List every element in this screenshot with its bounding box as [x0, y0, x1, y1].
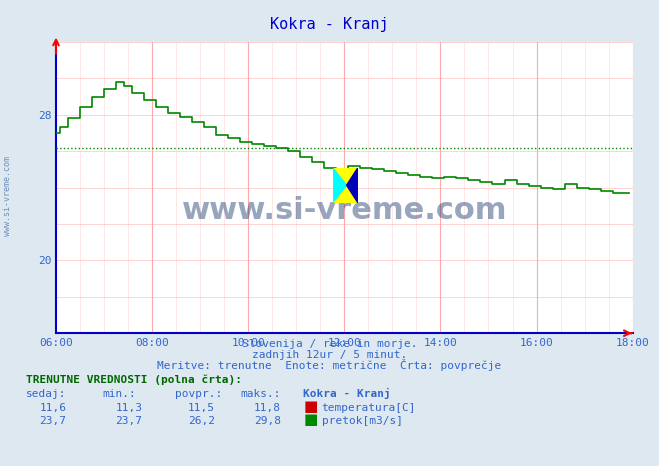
Text: TRENUTNE VREDNOSTI (polna črta):: TRENUTNE VREDNOSTI (polna črta):	[26, 375, 243, 385]
Text: 23,7: 23,7	[115, 416, 142, 426]
Text: Kokra - Kranj: Kokra - Kranj	[303, 388, 391, 399]
Text: ■: ■	[303, 412, 318, 427]
Text: zadnjih 12ur / 5 minut.: zadnjih 12ur / 5 minut.	[252, 350, 407, 360]
Polygon shape	[333, 168, 347, 203]
Text: 26,2: 26,2	[188, 416, 215, 426]
Text: 11,3: 11,3	[115, 403, 142, 413]
Text: Kokra - Kranj: Kokra - Kranj	[270, 17, 389, 32]
Text: temperatura[C]: temperatura[C]	[322, 403, 416, 413]
Text: Slovenija / reke in morje.: Slovenija / reke in morje.	[242, 339, 417, 349]
Text: sedaj:: sedaj:	[26, 389, 67, 399]
Text: www.si-vreme.com: www.si-vreme.com	[3, 156, 13, 236]
Text: 11,6: 11,6	[40, 403, 67, 413]
Text: maks.:: maks.:	[241, 389, 281, 399]
Text: 11,5: 11,5	[188, 403, 215, 413]
Text: 29,8: 29,8	[254, 416, 281, 426]
Text: pretok[m3/s]: pretok[m3/s]	[322, 416, 403, 426]
Text: www.si-vreme.com: www.si-vreme.com	[182, 196, 507, 226]
Text: 11,8: 11,8	[254, 403, 281, 413]
Text: Meritve: trenutne  Enote: metrične  Črta: povprečje: Meritve: trenutne Enote: metrične Črta: …	[158, 359, 501, 370]
Text: povpr.:: povpr.:	[175, 389, 222, 399]
Text: 23,7: 23,7	[40, 416, 67, 426]
Polygon shape	[347, 168, 358, 203]
Text: min.:: min.:	[102, 389, 136, 399]
Text: ■: ■	[303, 399, 318, 414]
